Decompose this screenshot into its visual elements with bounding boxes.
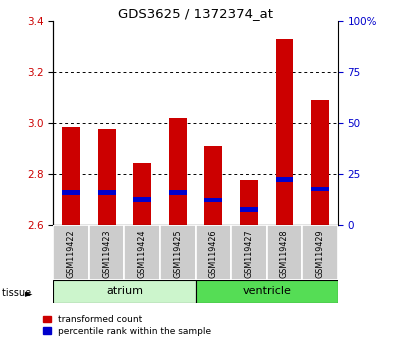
Bar [302,225,338,280]
Bar [53,225,89,280]
Bar [240,180,258,225]
Title: GDS3625 / 1372374_at: GDS3625 / 1372374_at [118,7,273,20]
Text: GSM119428: GSM119428 [280,229,289,278]
Text: GSM119425: GSM119425 [173,229,182,278]
Bar [196,225,231,280]
Bar [62,127,80,225]
Bar [160,225,196,280]
Bar [169,118,186,225]
Bar [276,177,293,182]
Bar [231,225,267,280]
Text: GSM119424: GSM119424 [138,229,147,278]
Text: atrium: atrium [106,286,143,296]
Text: GSM119422: GSM119422 [67,229,75,278]
Text: GSM119429: GSM119429 [316,229,324,278]
Text: GSM119427: GSM119427 [245,229,253,278]
Bar [98,190,115,195]
Bar [89,225,124,280]
Legend: transformed count, percentile rank within the sample: transformed count, percentile rank withi… [40,312,215,339]
Bar [205,198,222,202]
Bar [205,146,222,225]
Bar [53,280,196,303]
Bar [267,225,302,280]
Text: GSM119423: GSM119423 [102,229,111,278]
Bar [196,280,338,303]
Text: ventricle: ventricle [242,286,291,296]
Bar [276,39,293,225]
Bar [240,207,258,212]
Bar [311,100,329,225]
Text: tissue: tissue [2,288,34,298]
Bar [98,129,115,225]
Bar [311,187,329,192]
Bar [134,197,151,202]
Bar [124,225,160,280]
Bar [169,190,186,195]
Bar [134,163,151,225]
Text: GSM119426: GSM119426 [209,229,218,278]
Text: ►: ► [25,288,32,298]
Bar [62,190,80,195]
